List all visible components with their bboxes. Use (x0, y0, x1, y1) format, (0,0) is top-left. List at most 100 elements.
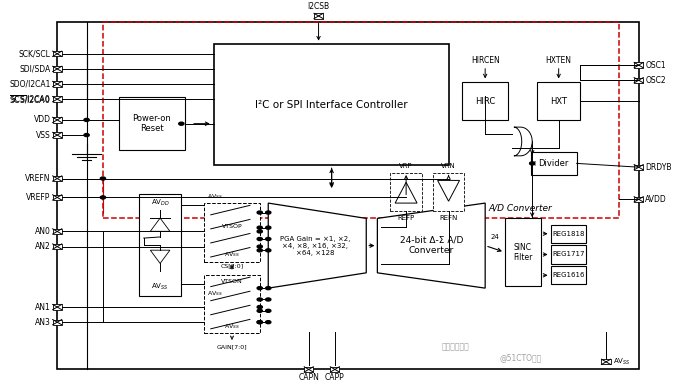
Text: OSC2: OSC2 (645, 76, 666, 85)
Text: VRP: VRP (399, 163, 413, 169)
Text: DRDYB: DRDYB (645, 163, 672, 172)
Text: AV$_{SS}$: AV$_{SS}$ (207, 289, 223, 298)
Text: CS[7:0]: CS[7:0] (221, 263, 244, 268)
Text: VREFN: VREFN (25, 174, 51, 183)
Circle shape (84, 119, 89, 122)
Text: VREFP: VREFP (26, 193, 51, 202)
FancyBboxPatch shape (538, 82, 580, 120)
Text: HIRC: HIRC (475, 96, 496, 105)
Circle shape (257, 211, 263, 214)
Text: VRN: VRN (441, 163, 456, 169)
Bar (634, 63, 643, 68)
Bar (53, 320, 62, 325)
FancyBboxPatch shape (433, 173, 464, 211)
Text: VTSOP: VTSOP (221, 224, 242, 229)
Circle shape (257, 230, 263, 233)
Text: SINC
Filter: SINC Filter (513, 242, 532, 262)
Bar (53, 244, 62, 249)
Circle shape (265, 298, 271, 301)
Circle shape (265, 249, 271, 252)
Text: AN3: AN3 (35, 318, 51, 327)
Text: A/D Converter: A/D Converter (488, 203, 552, 213)
Text: CAPN: CAPN (299, 373, 319, 382)
FancyBboxPatch shape (119, 97, 185, 150)
Polygon shape (437, 180, 460, 201)
Circle shape (529, 162, 535, 165)
Bar (634, 164, 643, 170)
Circle shape (257, 309, 263, 312)
Text: HXT: HXT (550, 96, 567, 105)
Text: AN0: AN0 (35, 227, 51, 236)
Polygon shape (150, 218, 170, 231)
Bar (53, 51, 62, 56)
FancyBboxPatch shape (391, 173, 422, 211)
Circle shape (257, 306, 263, 308)
Text: @51CTO博客: @51CTO博客 (500, 354, 542, 362)
FancyBboxPatch shape (57, 22, 638, 369)
FancyBboxPatch shape (505, 218, 541, 286)
Circle shape (257, 226, 263, 229)
Text: Power-on
Reset: Power-on Reset (133, 114, 171, 134)
Circle shape (100, 177, 106, 180)
Text: VTSON: VTSON (221, 279, 243, 284)
Text: I²C or SPI Interface Controller: I²C or SPI Interface Controller (255, 100, 408, 110)
Text: HXTEN: HXTEN (546, 56, 571, 65)
Text: REG1616: REG1616 (552, 272, 585, 278)
Text: HIRCEN: HIRCEN (471, 56, 500, 65)
Bar (53, 117, 62, 123)
Polygon shape (150, 250, 170, 263)
Polygon shape (377, 203, 485, 288)
Text: SCK/SCL: SCK/SCL (19, 49, 51, 58)
Text: REG1818: REG1818 (552, 231, 585, 237)
Text: VSS: VSS (36, 130, 51, 140)
Circle shape (257, 245, 263, 248)
Circle shape (265, 321, 271, 324)
Text: REFP: REFP (397, 215, 415, 221)
Polygon shape (268, 203, 366, 288)
Text: AN2: AN2 (35, 242, 51, 251)
FancyBboxPatch shape (531, 152, 577, 175)
Text: OSC1: OSC1 (645, 61, 666, 69)
FancyBboxPatch shape (214, 44, 450, 165)
Bar (53, 195, 62, 200)
Text: GAIN[7:0]: GAIN[7:0] (217, 344, 247, 349)
FancyBboxPatch shape (204, 203, 260, 262)
Text: $\overline{\mathrm{SCS}}$/I2CA0: $\overline{\mathrm{SCS}}$/I2CA0 (9, 93, 51, 106)
Circle shape (179, 122, 184, 125)
Bar (53, 305, 62, 310)
FancyBboxPatch shape (550, 266, 586, 284)
Bar (330, 367, 339, 372)
Bar (634, 196, 643, 202)
FancyBboxPatch shape (462, 82, 508, 120)
Text: Divider: Divider (539, 159, 569, 168)
Bar (53, 229, 62, 234)
Text: CAPP: CAPP (325, 373, 345, 382)
Circle shape (100, 196, 106, 199)
Circle shape (265, 226, 271, 229)
Bar (53, 96, 62, 102)
Bar (304, 367, 313, 372)
Text: AN1: AN1 (35, 303, 51, 312)
Circle shape (257, 287, 263, 290)
Text: SCS/I2CA0: SCS/I2CA0 (11, 95, 51, 103)
Text: SDI/SDA: SDI/SDA (20, 64, 51, 73)
Bar (53, 66, 62, 71)
FancyBboxPatch shape (139, 194, 181, 296)
Circle shape (265, 211, 271, 214)
FancyBboxPatch shape (550, 245, 586, 264)
Text: 安富莱电子：: 安富莱电子： (442, 342, 470, 351)
Polygon shape (395, 182, 417, 203)
Circle shape (84, 134, 89, 137)
Text: AV$_{DD}$: AV$_{DD}$ (151, 197, 169, 208)
Bar (634, 78, 643, 83)
Text: REFN: REFN (439, 215, 458, 221)
Text: AVDD: AVDD (645, 195, 667, 204)
Text: SDO/I2CA1: SDO/I2CA1 (9, 80, 51, 88)
Bar (314, 14, 323, 19)
Text: PGA Gain = ×1, ×2,
×4, ×8, ×16, ×32,
×64, ×128: PGA Gain = ×1, ×2, ×4, ×8, ×16, ×32, ×64… (280, 235, 351, 256)
Text: VDD: VDD (34, 115, 51, 124)
Circle shape (265, 309, 271, 312)
Circle shape (257, 321, 263, 324)
Circle shape (257, 321, 263, 324)
Circle shape (265, 287, 271, 290)
